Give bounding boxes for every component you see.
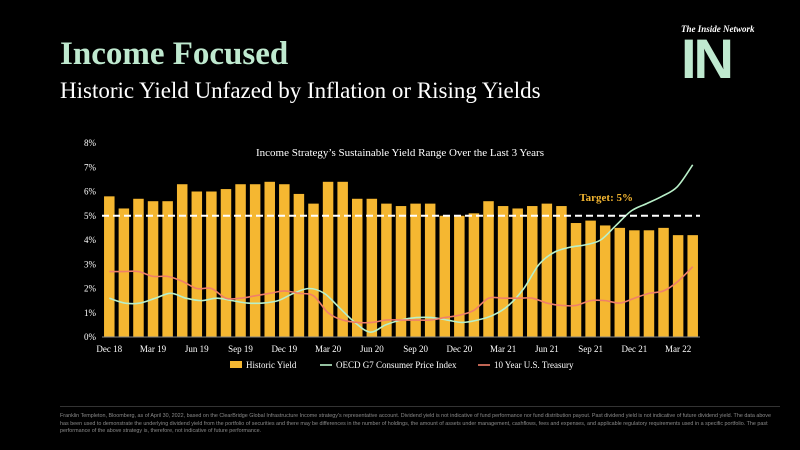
- brand-name: The Inside Network: [681, 24, 755, 34]
- x-tick-label: Sep 20: [403, 344, 428, 354]
- x-tick-label: Dec 18: [96, 344, 122, 354]
- bar: [162, 201, 173, 337]
- bar: [351, 198, 363, 337]
- x-tick-label: Sep 21: [578, 344, 603, 354]
- bar: [614, 227, 626, 337]
- bar: [410, 203, 421, 337]
- bar: [585, 220, 596, 337]
- bar: [629, 230, 640, 337]
- bar: [133, 198, 144, 337]
- bar: [235, 184, 246, 337]
- y-tick-label: 7%: [84, 162, 97, 172]
- y-tick-label: 2%: [84, 284, 97, 294]
- y-tick-label: 8%: [84, 138, 97, 148]
- bar: [512, 208, 523, 337]
- bar: [454, 215, 465, 337]
- bar: [483, 201, 494, 337]
- x-tick-label: Jun 21: [535, 344, 559, 354]
- legend-label: 10 Year U.S. Treasury: [494, 360, 574, 370]
- bar: [308, 203, 319, 337]
- bar: [206, 191, 217, 337]
- bar: [176, 184, 188, 337]
- bar: [279, 184, 290, 337]
- x-tick-label: Dec 21: [621, 344, 647, 354]
- bar: [395, 206, 407, 337]
- x-tick-label: Mar 19: [140, 344, 167, 354]
- target-label: Target: 5%: [579, 192, 633, 204]
- y-tick-label: 0%: [84, 332, 97, 342]
- y-tick-label: 3%: [84, 259, 97, 269]
- bar: [599, 225, 611, 337]
- bar: [147, 201, 159, 337]
- bar: [220, 189, 232, 337]
- bar: [468, 213, 480, 337]
- bar: [570, 223, 582, 337]
- bar: [527, 206, 538, 337]
- y-tick-label: 1%: [84, 308, 97, 318]
- y-tick-label: 5%: [84, 211, 97, 221]
- chart-title: Income Strategy’s Sustainable Yield Rang…: [256, 147, 544, 159]
- bar: [104, 196, 115, 337]
- x-tick-label: Jun 19: [185, 344, 209, 354]
- legend-label: Historic Yield: [246, 360, 297, 370]
- page-title: Income Focused: [60, 36, 289, 72]
- bar: [337, 181, 348, 337]
- bar: [191, 191, 203, 337]
- x-tick-label: Mar 22: [665, 344, 691, 354]
- bar: [643, 230, 655, 337]
- bar: [541, 203, 553, 337]
- bar: [293, 193, 305, 337]
- bar: [672, 235, 684, 337]
- footnote-divider: [60, 406, 780, 407]
- y-tick-label: 6%: [84, 187, 97, 197]
- bar: [264, 181, 275, 337]
- bar: [497, 206, 509, 337]
- x-tick-label: Dec 20: [446, 344, 472, 354]
- legend-swatch-historic-yield: [230, 361, 242, 368]
- treasury-line: [109, 266, 694, 324]
- x-tick-label: Sep 19: [228, 344, 253, 354]
- bar: [556, 206, 567, 337]
- bar: [366, 198, 378, 337]
- bar: [381, 203, 392, 337]
- yield-chart: Income Strategy’s Sustainable Yield Rang…: [84, 138, 700, 370]
- x-tick-label: Mar 21: [490, 344, 516, 354]
- page-subtitle: Historic Yield Unfazed by Inflation or R…: [60, 78, 541, 103]
- bar: [118, 208, 130, 337]
- bar: [687, 235, 698, 337]
- brand-logo: IN: [681, 27, 734, 90]
- y-tick-label: 4%: [84, 235, 97, 245]
- x-tick-label: Jun 20: [360, 344, 384, 354]
- bar: [424, 203, 436, 337]
- footnote: Franklin Templeton, Bloomberg, as of Apr…: [60, 413, 772, 434]
- legend-label: OECD G7 Consumer Price Index: [336, 360, 457, 370]
- bar: [249, 184, 261, 337]
- x-tick-label: Dec 19: [271, 344, 297, 354]
- x-tick-label: Mar 20: [315, 344, 342, 354]
- bar: [322, 181, 334, 337]
- bar: [439, 215, 451, 337]
- bar: [658, 227, 669, 337]
